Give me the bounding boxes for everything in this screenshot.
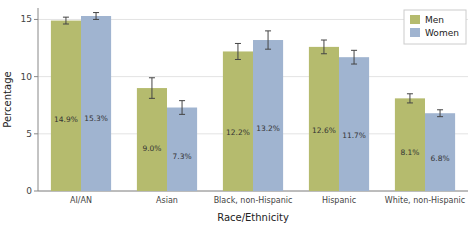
bars bbox=[51, 13, 455, 191]
error-bar bbox=[179, 101, 185, 115]
bar bbox=[81, 16, 111, 191]
data-label: 7.3% bbox=[173, 152, 192, 161]
error-bar bbox=[149, 78, 155, 99]
y-tick bbox=[34, 19, 38, 20]
error-bar bbox=[407, 94, 413, 103]
data-label: 13.2% bbox=[256, 124, 280, 133]
y-tick bbox=[34, 76, 38, 77]
y-tick-label: 0 bbox=[26, 186, 32, 196]
y-axis-label: Percentage bbox=[2, 71, 13, 127]
error-bar bbox=[93, 13, 99, 20]
bar bbox=[167, 108, 197, 191]
data-label: 8.1% bbox=[400, 148, 419, 157]
bar bbox=[137, 88, 167, 191]
data-label: 12.6% bbox=[312, 126, 336, 135]
x-tick-label: White, non-Hispanic bbox=[385, 196, 465, 205]
bar bbox=[253, 40, 283, 191]
background bbox=[0, 0, 474, 227]
bar bbox=[425, 113, 455, 191]
error-bar bbox=[321, 40, 327, 54]
data-label: 9.0% bbox=[142, 144, 161, 153]
legend: Men Women bbox=[404, 10, 466, 44]
error-bar bbox=[63, 17, 69, 24]
x-tick-label: Black, non-Hispanic bbox=[214, 196, 293, 205]
data-label: 14.9% bbox=[54, 115, 78, 124]
y-tick-label: 10 bbox=[21, 72, 33, 82]
x-axis-label: Race/Ethnicity bbox=[217, 212, 289, 223]
y-tick bbox=[34, 133, 38, 134]
error-bar bbox=[437, 110, 443, 117]
bar bbox=[223, 51, 253, 191]
legend-box bbox=[404, 10, 466, 44]
bar bbox=[51, 21, 81, 191]
bar bbox=[395, 98, 425, 191]
x-tick-label: Hispanic bbox=[322, 196, 356, 205]
data-label: 12.2% bbox=[226, 128, 250, 137]
legend-swatch bbox=[410, 15, 420, 24]
legend-label: Women bbox=[425, 28, 459, 38]
y-tick-label: 15 bbox=[21, 14, 32, 24]
data-label: 15.3% bbox=[84, 114, 108, 123]
x-tick-label: AI/AN bbox=[70, 196, 92, 205]
data-label: 11.7% bbox=[342, 131, 366, 140]
error-bar bbox=[351, 50, 357, 64]
y-tick-label: 5 bbox=[26, 129, 32, 139]
y-tick bbox=[34, 191, 38, 192]
y-axis-line bbox=[38, 8, 39, 191]
data-label: 6.8% bbox=[431, 154, 450, 163]
legend-swatch bbox=[410, 28, 420, 37]
bar bbox=[309, 47, 339, 191]
bar bbox=[339, 57, 369, 191]
legend-label: Men bbox=[425, 15, 444, 25]
error-bar bbox=[265, 31, 271, 49]
x-tick-label: Asian bbox=[156, 196, 178, 205]
error-bar bbox=[235, 43, 241, 59]
